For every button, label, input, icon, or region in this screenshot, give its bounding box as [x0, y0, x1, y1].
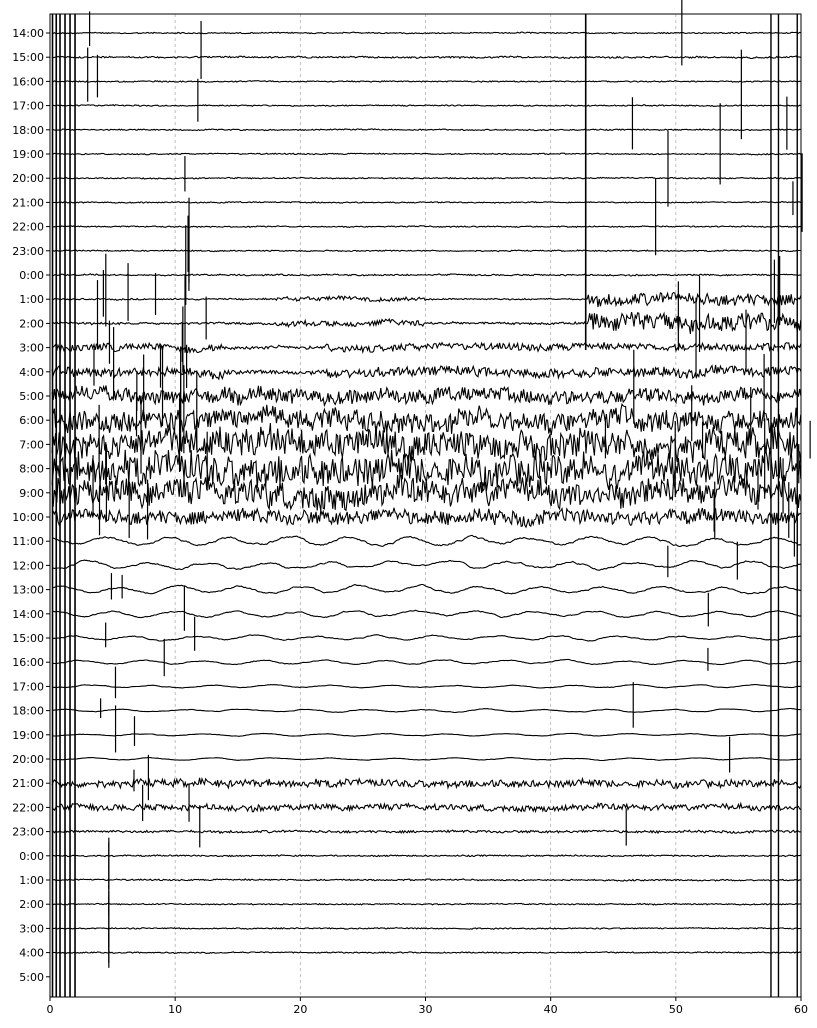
x-axis: 0 10 20 30 40 50 60 [47, 997, 808, 1016]
trace-row [51, 829, 801, 835]
trace-row [51, 854, 801, 858]
trace-row [51, 951, 802, 955]
trace-row [51, 658, 801, 666]
y-tick-label: 4:00 [19, 947, 44, 960]
trace-row [51, 559, 801, 571]
y-tick-label: 23:00 [12, 245, 44, 258]
y-tick-label: 8:00 [19, 463, 44, 476]
y-tick-label: 1:00 [19, 874, 44, 887]
y-tick-label: 6:00 [19, 414, 44, 427]
y-tick-label: 4:00 [19, 366, 44, 379]
trace-row [52, 878, 801, 882]
y-tick-label: 11:00 [12, 535, 44, 548]
y-tick-label: 21:00 [12, 777, 44, 790]
trace-row [51, 707, 801, 714]
trace-row [51, 364, 802, 381]
trace-row [51, 225, 801, 229]
trace-row [51, 507, 801, 529]
trace-row [51, 249, 801, 253]
y-tick-label: 12:00 [12, 559, 44, 572]
trace-row [51, 902, 801, 906]
y-tick-label: 21:00 [12, 196, 44, 209]
trace-row [51, 311, 802, 334]
y-tick-label: 17:00 [12, 100, 44, 113]
trace-row [51, 273, 801, 277]
seismic-traces [51, 0, 811, 997]
x-tick-label: 30 [419, 1003, 433, 1016]
x-tick-label: 20 [293, 1003, 307, 1016]
y-tick-label: 5:00 [19, 971, 44, 984]
trace-row [51, 55, 801, 60]
y-tick-label: 18:00 [12, 705, 44, 718]
y-tick-label: 5:00 [19, 390, 44, 403]
y-tick-label: 13:00 [12, 584, 44, 597]
trace-row [51, 801, 802, 814]
y-tick-label: 3:00 [19, 922, 44, 935]
x-tick-label: 40 [544, 1003, 558, 1016]
y-tick-label: 2:00 [19, 898, 44, 911]
y-tick-label: 0:00 [19, 269, 44, 282]
trace-row [52, 732, 801, 737]
x-tick-label: 10 [168, 1003, 182, 1016]
trace-row [51, 128, 801, 132]
y-tick-label: 18:00 [12, 124, 44, 137]
trace-row [51, 609, 801, 619]
y-tick-label: 19:00 [12, 148, 44, 161]
trace-row [51, 176, 802, 180]
trace-row [51, 926, 801, 930]
trace-row [52, 756, 801, 762]
y-tick-label: 19:00 [12, 729, 44, 742]
trace-row [51, 152, 802, 156]
y-tick-label: 23:00 [12, 826, 44, 839]
y-axis: 14:00 15:00 16:00 17:00 18:00 19:00 20:00 21:00… [12, 27, 50, 984]
trace-row [51, 583, 801, 595]
trace-row [51, 104, 801, 107]
trace-row [51, 31, 801, 35]
y-tick-label: 9:00 [19, 487, 44, 500]
trace-row [51, 79, 801, 83]
y-tick-label: 20:00 [12, 753, 44, 766]
trace-row [51, 534, 801, 548]
trace-row [51, 341, 802, 355]
trace-row [51, 384, 802, 408]
y-tick-label: 16:00 [12, 75, 44, 88]
x-tick-label: 60 [794, 1003, 808, 1016]
y-tick-label: 10:00 [12, 511, 44, 524]
trace-row [51, 474, 802, 512]
trace-row [51, 422, 802, 464]
y-tick-label: 16:00 [12, 656, 44, 669]
grid-lines [174, 14, 677, 997]
trace-row [51, 403, 802, 436]
x-tick-label: 50 [669, 1003, 683, 1016]
x-tick-label: 0 [47, 1003, 54, 1016]
y-tick-label: 22:00 [12, 221, 44, 234]
y-tick-label: 2:00 [19, 317, 44, 330]
y-tick-label: 7:00 [19, 438, 44, 451]
y-tick-label: 1:00 [19, 293, 44, 306]
y-tick-label: 15:00 [12, 632, 44, 645]
trace-row [51, 776, 802, 790]
y-tick-label: 0:00 [19, 850, 44, 863]
trace-row [51, 634, 801, 642]
trace-row [51, 683, 801, 689]
y-tick-label: 17:00 [12, 680, 44, 693]
y-tick-label: 3:00 [19, 342, 44, 355]
trace-row [51, 291, 802, 308]
y-tick-label: 14:00 [12, 608, 44, 621]
y-tick-label: 15:00 [12, 51, 44, 64]
y-tick-label: 14:00 [12, 27, 44, 40]
trace-row [51, 200, 802, 204]
y-tick-label: 20:00 [12, 172, 44, 185]
y-tick-label: 22:00 [12, 801, 44, 814]
